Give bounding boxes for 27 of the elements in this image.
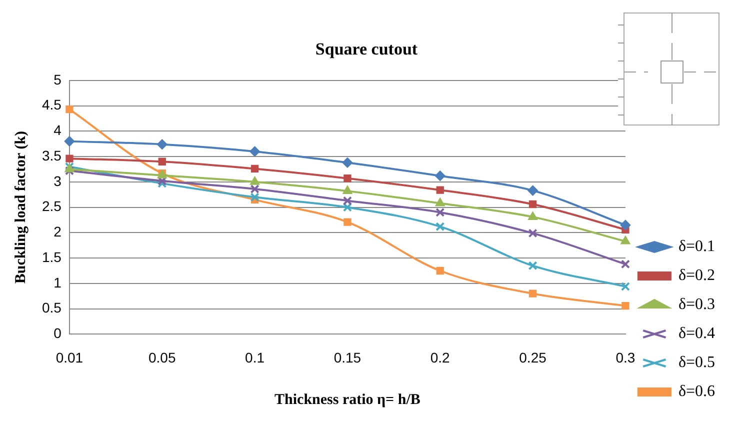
y-tick-label: 0 bbox=[54, 325, 62, 342]
x-tick-label: 0.01 bbox=[56, 349, 84, 366]
x-axis-title: Thickness ratio η= h/B bbox=[274, 392, 420, 408]
chart-title: Square cutout bbox=[315, 40, 418, 59]
x-tick-label: 0.15 bbox=[334, 349, 362, 366]
y-axis-title: Buckling load factor (k) bbox=[12, 130, 29, 284]
y-tick-label: 1 bbox=[54, 274, 62, 290]
y-tick-label: 4.5 bbox=[42, 96, 62, 113]
legend-label: δ=0.4 bbox=[678, 325, 715, 342]
x-tick-label: 0.3 bbox=[616, 349, 636, 366]
x-tick-label: 0.2 bbox=[430, 349, 450, 366]
x-tick-label: 0.25 bbox=[519, 349, 547, 366]
y-tick-label: 2 bbox=[54, 224, 62, 240]
y-tick-label: 3.5 bbox=[42, 147, 62, 164]
legend-label: δ=0.1 bbox=[678, 238, 715, 256]
legend-label: δ=0.2 bbox=[678, 267, 715, 284]
x-tick-label: 0.1 bbox=[245, 349, 265, 366]
y-tick-label: 2.5 bbox=[42, 198, 62, 214]
legend-label: δ=0.3 bbox=[678, 296, 715, 314]
legend-label: δ=0.5 bbox=[678, 354, 715, 372]
y-tick-label: 1.5 bbox=[42, 248, 62, 265]
y-tick-label: 0.5 bbox=[42, 300, 62, 316]
y-tick-label: 3 bbox=[54, 172, 62, 189]
y-tick-label: 5 bbox=[54, 71, 62, 88]
x-tick-label: 0.05 bbox=[148, 349, 176, 366]
y-tick-label: 4 bbox=[54, 122, 62, 138]
legend-label: δ=0.6 bbox=[678, 383, 715, 400]
